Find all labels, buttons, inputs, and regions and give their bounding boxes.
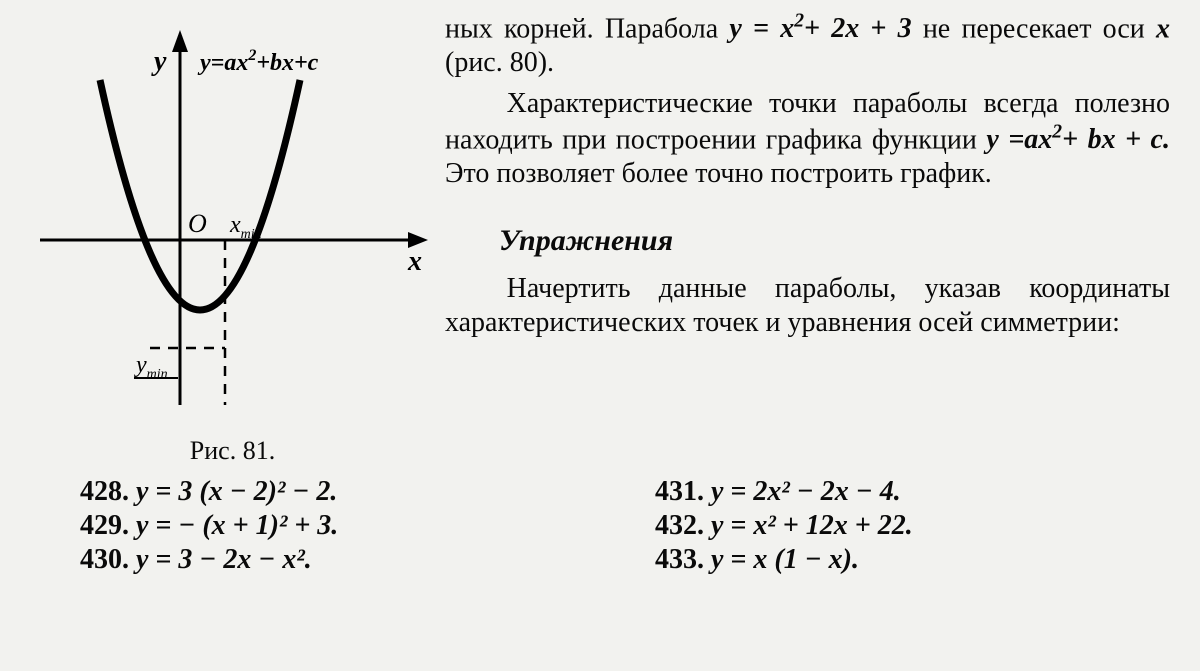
p1-text-c: (рис. 80).	[445, 47, 554, 78]
section-title: Упражнения	[445, 223, 1170, 260]
exercise-equation: y = x² + 12x + 22.	[711, 510, 913, 541]
exercise-number: 431.	[655, 476, 704, 507]
exercise-item: 429. y = − (x + 1)² + 3.	[80, 510, 595, 542]
parabola-figure: y x O y=ax2+bx+c xmin ymin	[30, 10, 430, 430]
y-axis-label: y	[151, 46, 167, 77]
p1-text-b: не пересекает оси	[912, 13, 1156, 44]
p1-text-a: ных корней. Парабола	[445, 13, 729, 44]
exercise-equation: y = 3 − 2x − x².	[136, 544, 312, 575]
exercise-number: 432.	[655, 510, 704, 541]
exercise-list: 428. y = 3 (x − 2)² − 2. 429. y = − (x +…	[30, 474, 1170, 578]
page: y x O y=ax2+bx+c xmin ymin Рис. 81. ных …	[0, 0, 1200, 671]
exercise-equation: y = − (x + 1)² + 3.	[136, 510, 338, 541]
exercise-equation: y = 2x² − 2x − 4.	[711, 476, 901, 507]
exercise-number: 433.	[655, 544, 704, 575]
exercise-number: 428.	[80, 476, 129, 507]
p2-text-b: Это позволяет более точно построить граф…	[445, 158, 992, 189]
exercise-equation: y = x (1 − x).	[711, 544, 859, 575]
p1-x: x	[1156, 13, 1170, 44]
formula-label: y=ax2+bx+c	[197, 47, 319, 76]
paragraph-2: Характеристические точки параболы всегда…	[445, 87, 1170, 192]
text-column: ных корней. Парабола y = x2+ 2x + 3 не п…	[445, 10, 1170, 466]
figure-column: y x O y=ax2+bx+c xmin ymin Рис. 81.	[30, 10, 435, 466]
xmin-label: xmin	[229, 212, 262, 242]
paragraph-1: ных корней. Парабола y = x2+ 2x + 3 не п…	[445, 10, 1170, 81]
parabola-curve	[100, 80, 300, 310]
exercise-item: 431. y = 2x² − 2x − 4.	[655, 476, 1170, 508]
exercise-col-right: 431. y = 2x² − 2x − 4. 432. y = x² + 12x…	[655, 474, 1170, 578]
figure-caption: Рис. 81.	[30, 436, 435, 466]
exercise-item: 428. y = 3 (x − 2)² − 2.	[80, 476, 595, 508]
top-section: y x O y=ax2+bx+c xmin ymin Рис. 81. ных …	[30, 10, 1170, 466]
exercise-col-left: 428. y = 3 (x − 2)² − 2. 429. y = − (x +…	[80, 474, 595, 578]
p2-eq: y =ax2+ bx + c.	[986, 124, 1170, 155]
exercise-item: 433. y = x (1 − x).	[655, 544, 1170, 576]
y-axis-arrow	[172, 30, 188, 52]
exercise-equation: y = 3 (x − 2)² − 2.	[136, 476, 337, 507]
exercise-item: 432. y = x² + 12x + 22.	[655, 510, 1170, 542]
exercise-number: 430.	[80, 544, 129, 575]
x-axis-label: x	[407, 246, 422, 277]
paragraph-3: Начертить данные параболы, указав коорди…	[445, 272, 1170, 340]
exercise-item: 430. y = 3 − 2x − x².	[80, 544, 595, 576]
exercise-number: 429.	[80, 510, 129, 541]
p1-eq: y = x2+ 2x + 3	[729, 13, 911, 44]
origin-label: O	[188, 209, 207, 238]
